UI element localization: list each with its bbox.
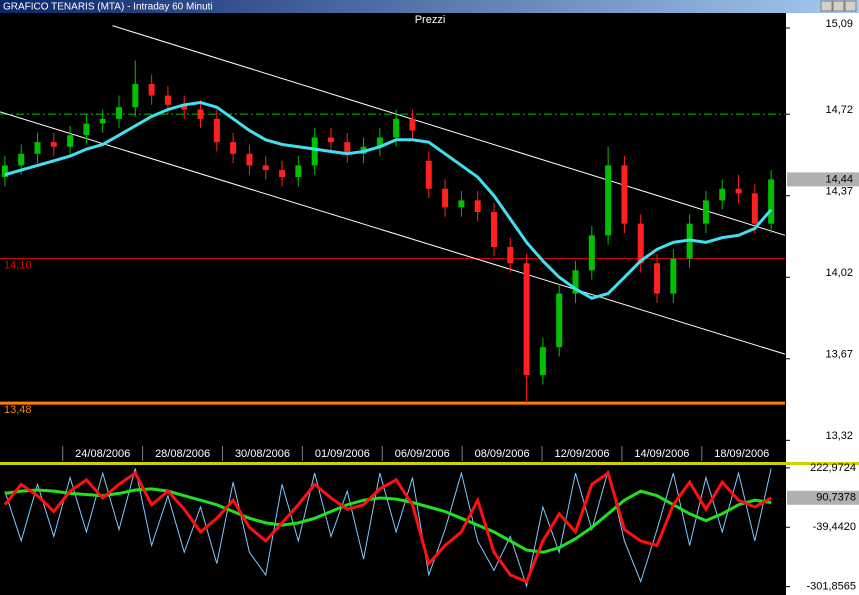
candle-body: [670, 258, 677, 294]
price-panel: [0, 13, 786, 446]
candle-body: [327, 137, 334, 143]
candle-body: [99, 118, 106, 124]
panel-title: Prezzi: [415, 14, 446, 26]
maximize-button[interactable]: [832, 0, 845, 12]
x-tick-label: 24/08/2006: [75, 448, 130, 460]
candle-body: [556, 293, 563, 348]
x-tick-label: 30/08/2006: [235, 448, 290, 460]
trend-line: [112, 25, 786, 236]
y-tick-label: -301,8565: [806, 581, 856, 593]
y-tick-label: 14,37: [825, 186, 853, 198]
candle-body: [246, 153, 253, 166]
candle-body: [507, 246, 514, 264]
minimize-button[interactable]: [820, 0, 833, 12]
x-tick-label: 14/09/2006: [634, 448, 689, 460]
candle-body: [344, 142, 351, 154]
candle-body: [409, 118, 416, 131]
candle-body: [702, 200, 709, 224]
date-axis: [0, 446, 786, 462]
x-tick-label: 06/09/2006: [395, 448, 450, 460]
candle-body: [751, 193, 758, 224]
trend-line: [0, 111, 786, 355]
candle-body: [572, 270, 579, 294]
oscillator-panel: [0, 465, 786, 595]
candle-body: [376, 137, 383, 147]
candle-body: [311, 137, 318, 166]
candle-body: [116, 107, 123, 119]
y-tick-label: 14,02: [825, 267, 853, 279]
candle-body: [148, 83, 155, 96]
candle-body: [621, 165, 628, 224]
y-tick-label: -39,4420: [813, 521, 856, 533]
candle-body: [719, 188, 726, 201]
oscillator-line: [4, 487, 772, 554]
candle-body: [181, 104, 188, 110]
candle-body: [539, 347, 546, 376]
y-tick-label: 222,9724: [810, 462, 856, 474]
candle-body: [262, 165, 269, 171]
x-tick-label: 08/09/2006: [475, 448, 530, 460]
candle-body: [164, 95, 171, 105]
candle-body: [279, 170, 286, 178]
candle-body: [605, 165, 612, 236]
candle-body: [588, 235, 595, 271]
candle-body: [474, 200, 481, 213]
candle-body: [523, 263, 530, 376]
panel-separator: [0, 462, 859, 465]
title-bar: [0, 0, 859, 13]
price-level-label: 13,48: [4, 404, 32, 416]
oscillator-axis: [786, 465, 859, 595]
candle-body: [34, 142, 41, 154]
candle-body: [735, 188, 742, 194]
price-axis: [786, 13, 859, 446]
candle-body: [132, 83, 139, 108]
moving-average: [4, 100, 773, 300]
candle-body: [18, 153, 25, 166]
candle-body: [213, 118, 220, 143]
y-tick-label: 13,67: [825, 349, 853, 361]
window-buttons[interactable]: [820, 0, 857, 12]
candle-body: [295, 165, 302, 178]
candle-body: [67, 135, 74, 147]
candle-body: [442, 188, 449, 208]
y-tick-label: 13,32: [825, 430, 853, 442]
x-tick-label: 28/08/2006: [155, 448, 210, 460]
last-value-label: 90,7378: [816, 492, 856, 504]
candle-body: [197, 109, 204, 119]
last-value-box: [787, 490, 859, 505]
x-tick-label: 18/09/2006: [714, 448, 769, 460]
candle-body: [654, 263, 661, 294]
last-price-box: [787, 172, 859, 187]
candle-body: [768, 179, 775, 224]
date-axis-corner: [786, 446, 859, 462]
oscillator-line: [4, 468, 772, 589]
window-title: GRAFICO TENARIS (MTA) - Intraday 60 Minu…: [3, 2, 213, 13]
candle-body: [50, 142, 57, 147]
close-button[interactable]: [844, 0, 857, 12]
candle-body: [393, 118, 400, 138]
oscillator-line: [3, 470, 772, 584]
price-level-label: 14,10: [4, 260, 32, 272]
candle-body: [83, 123, 90, 136]
y-tick-label: 15,09: [825, 18, 853, 30]
candle-body: [458, 200, 465, 208]
candle-body: [230, 142, 237, 154]
x-tick-label: 01/09/2006: [315, 448, 370, 460]
last-price-label: 14,44: [825, 173, 853, 185]
y-tick-label: 14,72: [825, 104, 853, 116]
candle-body: [637, 223, 644, 264]
candle-body: [425, 160, 432, 189]
candle-body: [1, 165, 8, 178]
x-tick-label: 12/09/2006: [554, 448, 609, 460]
candle-body: [490, 212, 497, 247]
